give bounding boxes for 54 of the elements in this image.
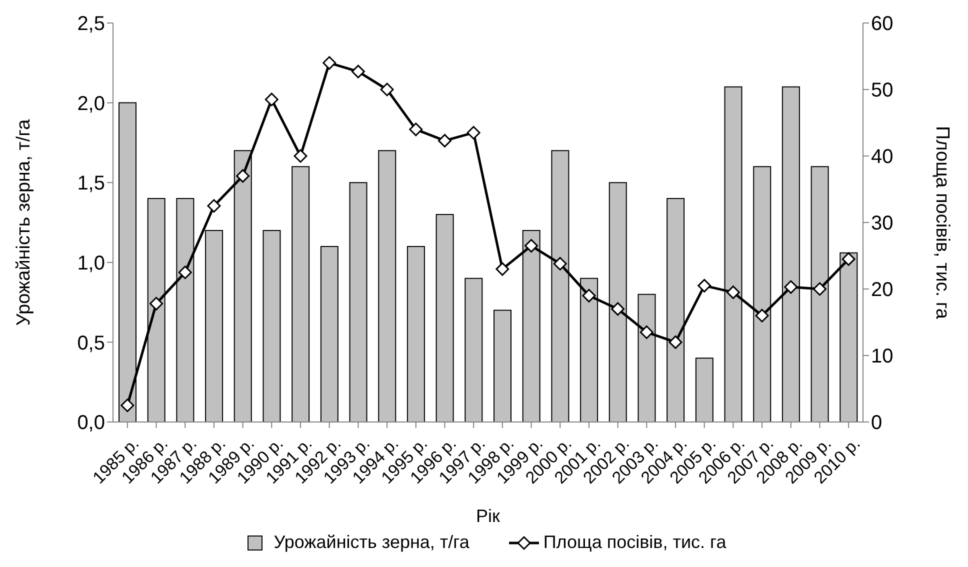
- point: [698, 278, 712, 292]
- y-tick-label: 1,0: [77, 252, 105, 274]
- y-tick-label: 1,5: [77, 172, 105, 195]
- y-axis-title: Урожайність зерна, т/га: [14, 118, 35, 326]
- point: [466, 126, 480, 140]
- point: [611, 302, 625, 316]
- point: [668, 335, 682, 349]
- bar: [436, 214, 454, 422]
- point: [553, 256, 567, 270]
- bar: [320, 246, 338, 422]
- y-tick-label: 0,0: [77, 412, 105, 434]
- y2-tick-label: 50: [871, 80, 894, 102]
- point: [496, 262, 510, 276]
- point: [524, 239, 538, 253]
- point: [640, 325, 654, 339]
- y-tick-label: 2,5: [77, 13, 105, 36]
- point: [207, 199, 221, 213]
- x-axis-title: Рік: [476, 506, 500, 526]
- point: [582, 288, 596, 302]
- legend-label: Площа посівів, тис. га: [542, 532, 726, 553]
- y2-tick-label: 20: [871, 279, 894, 302]
- bar: [695, 358, 714, 422]
- y2-tick-label: 30: [871, 212, 894, 235]
- y2-tick-label: 40: [871, 146, 894, 168]
- point: [236, 169, 250, 183]
- point: [120, 398, 134, 412]
- point: [380, 82, 394, 96]
- point: [178, 266, 192, 280]
- point: [784, 280, 798, 294]
- bar: [494, 310, 512, 422]
- y2-tick-label: 10: [871, 346, 894, 368]
- bar: [378, 150, 396, 422]
- y2-tick-label: 0: [871, 412, 882, 434]
- point: [812, 282, 826, 296]
- legend-label: Урожайність зерна, т/га: [272, 532, 470, 553]
- point: [409, 122, 423, 136]
- point: [351, 64, 365, 78]
- point: [150, 296, 164, 310]
- point: [438, 134, 452, 148]
- y-tick-label: 0,5: [77, 332, 105, 354]
- bar: [262, 230, 281, 422]
- bar: [464, 278, 483, 422]
- y2-axis-title: Площа посівів, тис. га: [931, 126, 952, 320]
- point: [755, 308, 769, 322]
- bar: [349, 182, 368, 422]
- point: [842, 252, 856, 266]
- y-tick-label: 2,0: [77, 92, 105, 115]
- point: [322, 56, 336, 70]
- y2-tick-label: 60: [871, 13, 894, 36]
- point: [294, 149, 308, 163]
- point: [264, 92, 278, 106]
- bar: [406, 246, 425, 422]
- point: [726, 286, 740, 300]
- bar: [292, 166, 310, 422]
